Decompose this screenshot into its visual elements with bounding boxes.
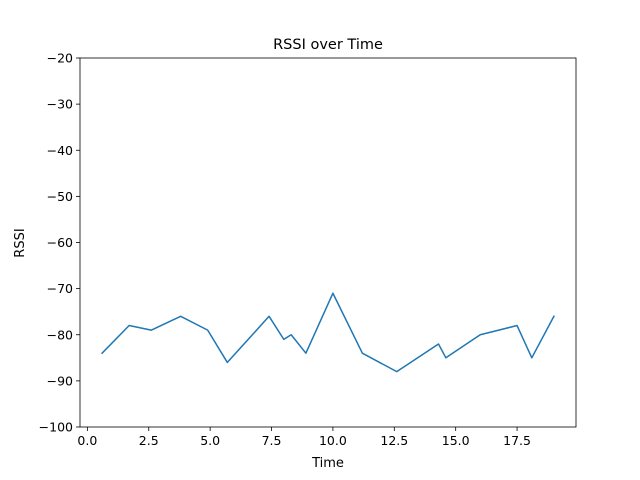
y-axis-label: RSSI [13,228,28,257]
y-tick-label: −40 [47,143,73,158]
y-tick-label: −50 [47,189,73,204]
y-tick-label: −80 [47,327,73,342]
y-tick-label: −70 [47,281,73,296]
x-tick-label: 17.5 [503,433,531,448]
y-tick-label: −60 [47,235,73,250]
x-tick-label: 5.0 [200,433,220,448]
series-line-0 [101,292,555,373]
x-tick-label: 12.5 [380,433,408,448]
y-tick-label: −100 [39,420,73,435]
chart-title: RSSI over Time [273,37,383,53]
x-tick-label: 2.5 [139,433,159,448]
x-axis-label: Time [311,456,344,471]
x-tick-label: 10.0 [319,433,347,448]
y-tick-label: −30 [47,97,73,112]
y-tick-label: −90 [47,373,73,388]
x-tick-label: 0.0 [77,433,97,448]
x-tick-label: 15.0 [442,433,470,448]
axes-frame [79,57,577,428]
plot-area: 0.0 2.5 5.0 7.5 10.0 12.5 15.0 17.5 −100 −90 −80 −7… [39,51,577,448]
y-tick-label: −20 [47,51,73,66]
x-tick-label: 7.5 [262,433,282,448]
